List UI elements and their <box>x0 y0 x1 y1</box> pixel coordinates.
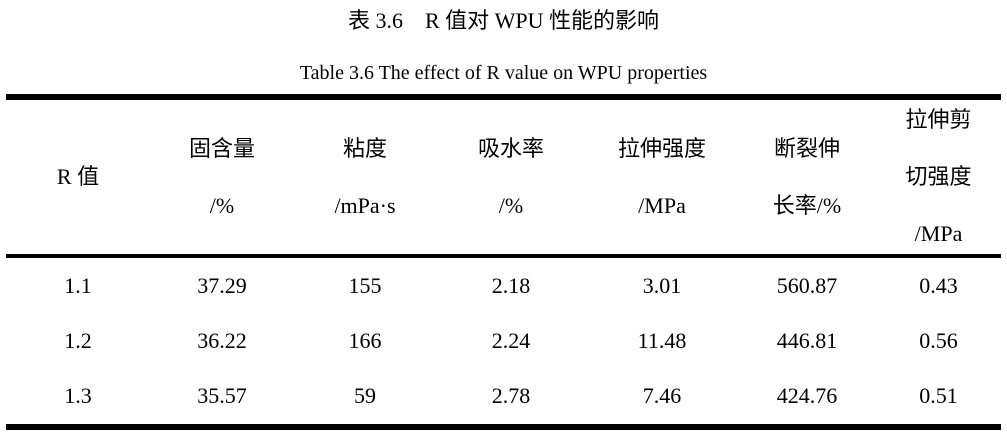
header-cell-tensile-strength: 拉伸强度 /MPa <box>586 100 738 254</box>
table-cell: 59 <box>354 383 376 409</box>
table-caption-zh: 表 3.6 R 值对 WPU 性能的影响 <box>347 8 660 33</box>
table-cell: 1.3 <box>64 383 92 409</box>
table-cell: 2.24 <box>491 327 531 353</box>
table-cell: 1.2 <box>64 327 92 353</box>
header-cell-viscosity: 粘度 /mPa·s <box>294 100 436 254</box>
header-cell-solid-content: 固含量 /% <box>150 100 294 254</box>
table-cell: 35.57 <box>197 383 247 409</box>
table-cell: 446.81 <box>776 327 838 353</box>
table-cell: 37.29 <box>197 272 247 298</box>
table-cell: 3.01 <box>642 272 682 298</box>
table-cell: 166 <box>348 327 382 353</box>
header-line: 拉伸强度 <box>617 135 706 161</box>
table-row: 1.1 37.29 155 2.18 3.01 560.87 0.43 <box>6 258 1001 313</box>
header-unit: /% <box>498 192 524 218</box>
header-unit: /% <box>209 192 235 218</box>
header-unit: /mPa·s <box>334 192 396 218</box>
table-cell: 0.56 <box>919 327 958 353</box>
table-row: 1.2 36.22 166 2.24 11.48 446.81 0.56 <box>6 313 1001 368</box>
header-line: 长率/% <box>772 192 842 218</box>
table-cell: 0.43 <box>919 272 958 298</box>
table-cell: 1.1 <box>64 272 92 298</box>
header-cell-r-value: R 值 <box>6 100 150 254</box>
header-cell-elongation-at-break: 断裂伸 长率/% <box>738 100 876 254</box>
header-line: R 值 <box>56 164 100 189</box>
table-cell: 11.48 <box>637 327 687 353</box>
table-caption-en: Table 3.6 The effect of R value on WPU p… <box>299 62 708 84</box>
table-header-row: R 值 固含量 /% 粘度 /mPa·s 吸水率 /% 拉伸强度 /MPa 断裂… <box>6 100 1001 258</box>
header-line: 拉伸剪 <box>905 107 972 132</box>
table-cell: 155 <box>348 272 382 298</box>
header-line: 断裂伸 <box>773 135 840 161</box>
table-cell: 36.22 <box>197 327 247 353</box>
table-cell: 560.87 <box>776 272 838 298</box>
table-row: 1.3 35.57 59 2.78 7.46 424.76 0.51 <box>6 369 1001 424</box>
header-unit: /MPa <box>638 192 686 218</box>
table-cell: 2.18 <box>491 272 531 298</box>
header-line: 切强度 <box>905 164 972 189</box>
header-line: 吸水率 <box>477 135 544 161</box>
header-cell-water-absorption: 吸水率 /% <box>436 100 586 254</box>
table-cell: 7.46 <box>642 383 682 409</box>
header-line: 固含量 <box>188 135 255 161</box>
header-line: 粘度 <box>342 135 387 161</box>
header-unit: /MPa <box>914 221 963 246</box>
table-cell: 0.51 <box>919 383 958 409</box>
data-table: R 值 固含量 /% 粘度 /mPa·s 吸水率 /% 拉伸强度 /MPa 断裂… <box>6 94 1001 430</box>
header-cell-tensile-shear-strength: 拉伸剪 切强度 /MPa <box>876 100 1001 254</box>
table-cell: 2.78 <box>491 383 531 409</box>
table-cell: 424.76 <box>776 383 838 409</box>
